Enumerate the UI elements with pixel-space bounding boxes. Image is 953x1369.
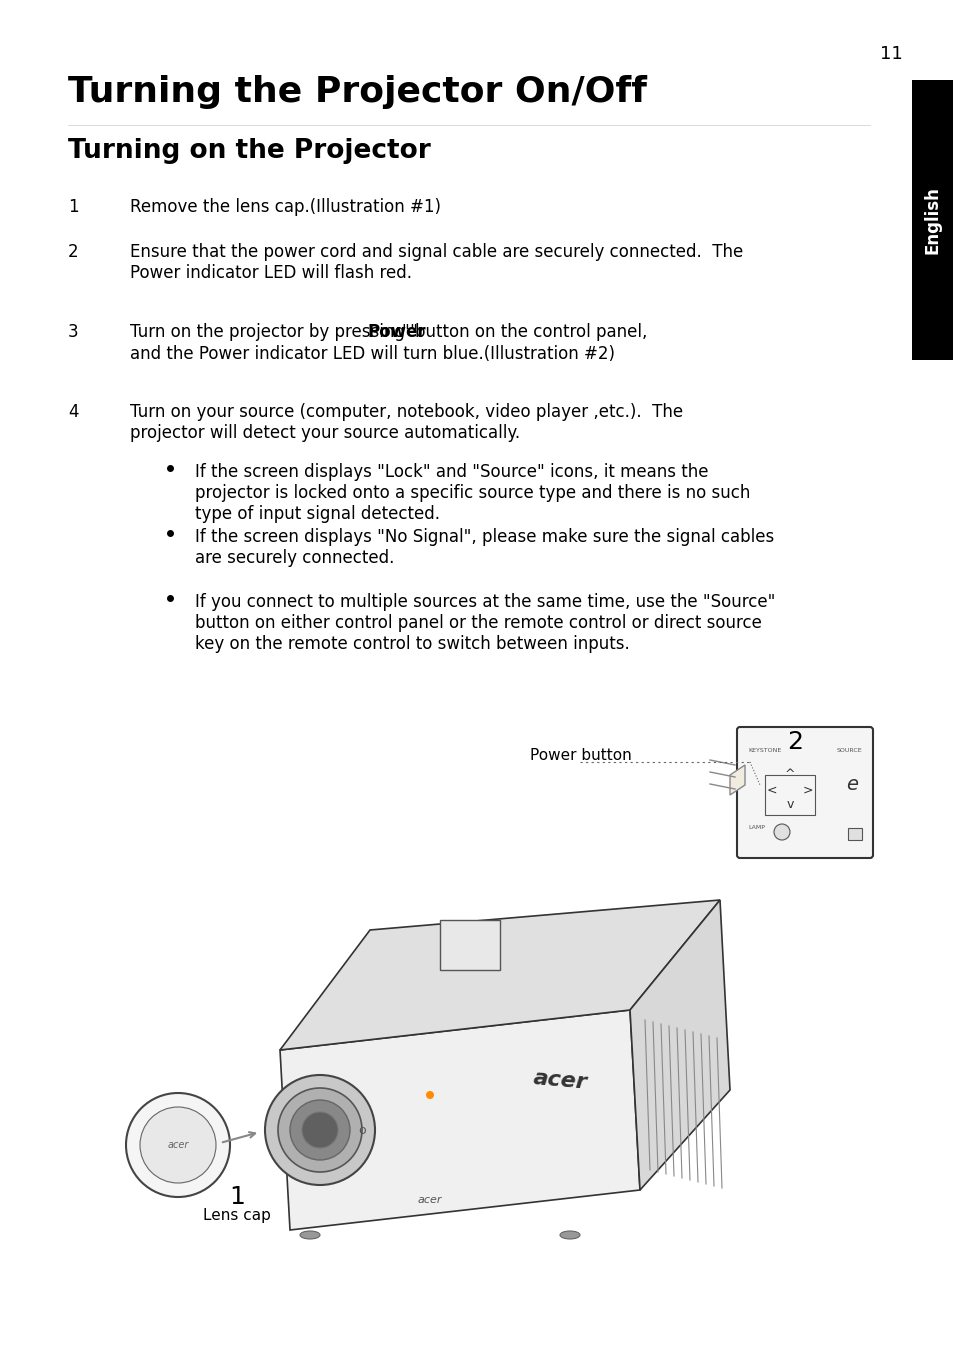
Circle shape <box>265 1075 375 1186</box>
Text: If the screen displays "No Signal", please make sure the signal cables
are secur: If the screen displays "No Signal", plea… <box>194 528 774 567</box>
Polygon shape <box>280 899 720 1050</box>
Text: ^: ^ <box>784 768 795 782</box>
Circle shape <box>140 1108 215 1183</box>
Text: Remove the lens cap.(Illustration #1): Remove the lens cap.(Illustration #1) <box>130 199 440 216</box>
FancyBboxPatch shape <box>737 727 872 858</box>
Text: 11: 11 <box>879 45 902 63</box>
Text: KEYSTONE: KEYSTONE <box>747 747 781 753</box>
Text: Turning the Projector On/Off: Turning the Projector On/Off <box>68 75 646 110</box>
Circle shape <box>426 1091 434 1099</box>
Text: and the Power indicator LED will turn blue.(Illustration #2): and the Power indicator LED will turn bl… <box>130 345 615 363</box>
Text: Turn on the projector by pressing ": Turn on the projector by pressing " <box>130 323 417 341</box>
Text: 2: 2 <box>68 244 78 261</box>
Polygon shape <box>280 1010 639 1229</box>
Text: acer: acer <box>532 1068 587 1092</box>
Text: Power button: Power button <box>530 747 631 763</box>
Bar <box>764 775 814 815</box>
Text: v: v <box>785 798 793 812</box>
Text: >: > <box>801 783 812 797</box>
Text: acer: acer <box>167 1140 189 1150</box>
Text: English: English <box>923 186 941 253</box>
Text: Turn on your source (computer, notebook, video player ,etc.).  The
projector wil: Turn on your source (computer, notebook,… <box>130 402 682 442</box>
Text: " button on the control panel,: " button on the control panel, <box>401 323 647 341</box>
Text: SOURCE: SOURCE <box>836 747 862 753</box>
Circle shape <box>277 1088 361 1172</box>
Text: Turning on the Projector: Turning on the Projector <box>68 138 431 164</box>
Circle shape <box>290 1101 350 1160</box>
Text: 1: 1 <box>68 199 78 216</box>
Text: Lens cap: Lens cap <box>203 1207 271 1223</box>
Polygon shape <box>729 765 744 795</box>
Text: <: < <box>766 783 777 797</box>
Text: e: e <box>845 775 857 794</box>
Circle shape <box>302 1112 337 1149</box>
Text: 1: 1 <box>229 1186 245 1209</box>
Text: Power: Power <box>368 323 426 341</box>
Text: Ensure that the power cord and signal cable are securely connected.  The
Power i: Ensure that the power cord and signal ca… <box>130 244 742 282</box>
Ellipse shape <box>299 1231 319 1239</box>
Bar <box>847 828 862 841</box>
Text: acer: acer <box>417 1195 442 1205</box>
Text: LAMP: LAMP <box>747 826 764 830</box>
Ellipse shape <box>559 1231 579 1239</box>
Text: 2: 2 <box>786 730 802 754</box>
Bar <box>911 79 953 360</box>
Text: If the screen displays "Lock" and "Source" icons, it means the
projector is lock: If the screen displays "Lock" and "Sourc… <box>194 463 750 523</box>
Bar <box>439 920 499 971</box>
Circle shape <box>126 1092 230 1197</box>
Text: If you connect to multiple sources at the same time, use the "Source"
button on : If you connect to multiple sources at th… <box>194 593 775 653</box>
Polygon shape <box>629 899 729 1190</box>
Text: 3: 3 <box>68 323 78 341</box>
Text: o: o <box>357 1124 365 1136</box>
Text: 4: 4 <box>68 402 78 422</box>
Circle shape <box>773 824 789 841</box>
